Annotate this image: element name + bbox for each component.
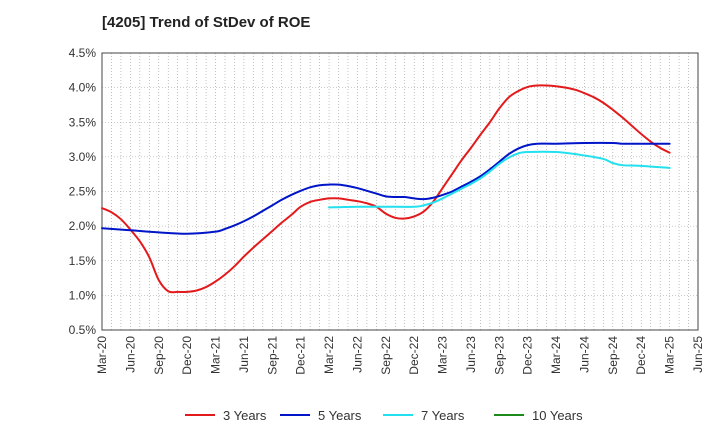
legend-label-7-years: 7 Years: [421, 408, 465, 423]
gridlines: [101, 52, 699, 331]
series-line-7-years: [328, 150, 671, 209]
x-tick-label: Jun-24: [577, 336, 591, 373]
plot-frame: [101, 52, 699, 331]
x-tick-label: Sep-21: [265, 336, 279, 375]
y-tick-label: 1.0%: [69, 288, 97, 302]
x-tick-label: Jun-22: [350, 336, 364, 373]
x-tick-label: Mar-20: [95, 336, 109, 374]
x-tick-label: Jun-25: [691, 336, 705, 373]
x-tick-label: Jun-21: [237, 336, 251, 373]
x-tick-label: Dec-20: [180, 336, 194, 375]
legend-label-5-years: 5 Years: [318, 408, 362, 423]
y-tick-label: 0.5%: [69, 323, 97, 337]
y-tick-label: 2.0%: [69, 219, 97, 233]
chart-title: [4205] Trend of StDev of ROE: [102, 14, 311, 31]
y-axis-labels: 0.5% 1.0% 1.5% 2.0% 2.5% 3.0% 3.5% 4.0% 4.5%: [69, 46, 97, 337]
x-tick-label: Sep-23: [492, 336, 506, 375]
x-tick-label: Mar-24: [549, 336, 563, 374]
x-tick-label: Sep-24: [606, 336, 620, 375]
x-tick-label: Dec-22: [407, 336, 421, 375]
x-axis-labels: Mar-20 Jun-20 Sep-20 Dec-20 Mar-21 Jun-21 Sep-…: [95, 336, 705, 375]
y-tick-label: 2.5%: [69, 185, 97, 199]
x-tick-label: Sep-22: [379, 336, 393, 375]
legend-label-3-years: 3 Years: [223, 408, 267, 423]
x-tick-label: Mar-22: [322, 336, 336, 374]
x-tick-label: Jun-23: [464, 336, 478, 373]
x-tick-label: Dec-24: [634, 336, 648, 375]
legend: 3 Years 5 Years 7 Years 10 Years: [185, 408, 583, 423]
x-tick-label: Sep-20: [152, 336, 166, 375]
x-tick-label: Mar-23: [436, 336, 450, 374]
legend-label-10-years: 10 Years: [532, 408, 583, 423]
x-tick-label: Dec-21: [294, 336, 308, 375]
x-tick-label: Mar-25: [663, 336, 677, 374]
y-tick-label: 4.0%: [69, 81, 97, 95]
y-tick-label: 1.5%: [69, 254, 97, 268]
y-tick-label: 3.5%: [69, 115, 97, 129]
x-tick-label: Mar-21: [209, 336, 223, 374]
x-tick-label: Dec-23: [521, 336, 535, 375]
x-tick-label: Jun-20: [123, 336, 137, 373]
series-line-5-years: [101, 141, 671, 235]
y-tick-label: 4.5%: [69, 46, 97, 60]
series-line-3-years: [101, 84, 671, 294]
y-tick-label: 3.0%: [69, 150, 97, 164]
series-layer: [101, 84, 671, 294]
